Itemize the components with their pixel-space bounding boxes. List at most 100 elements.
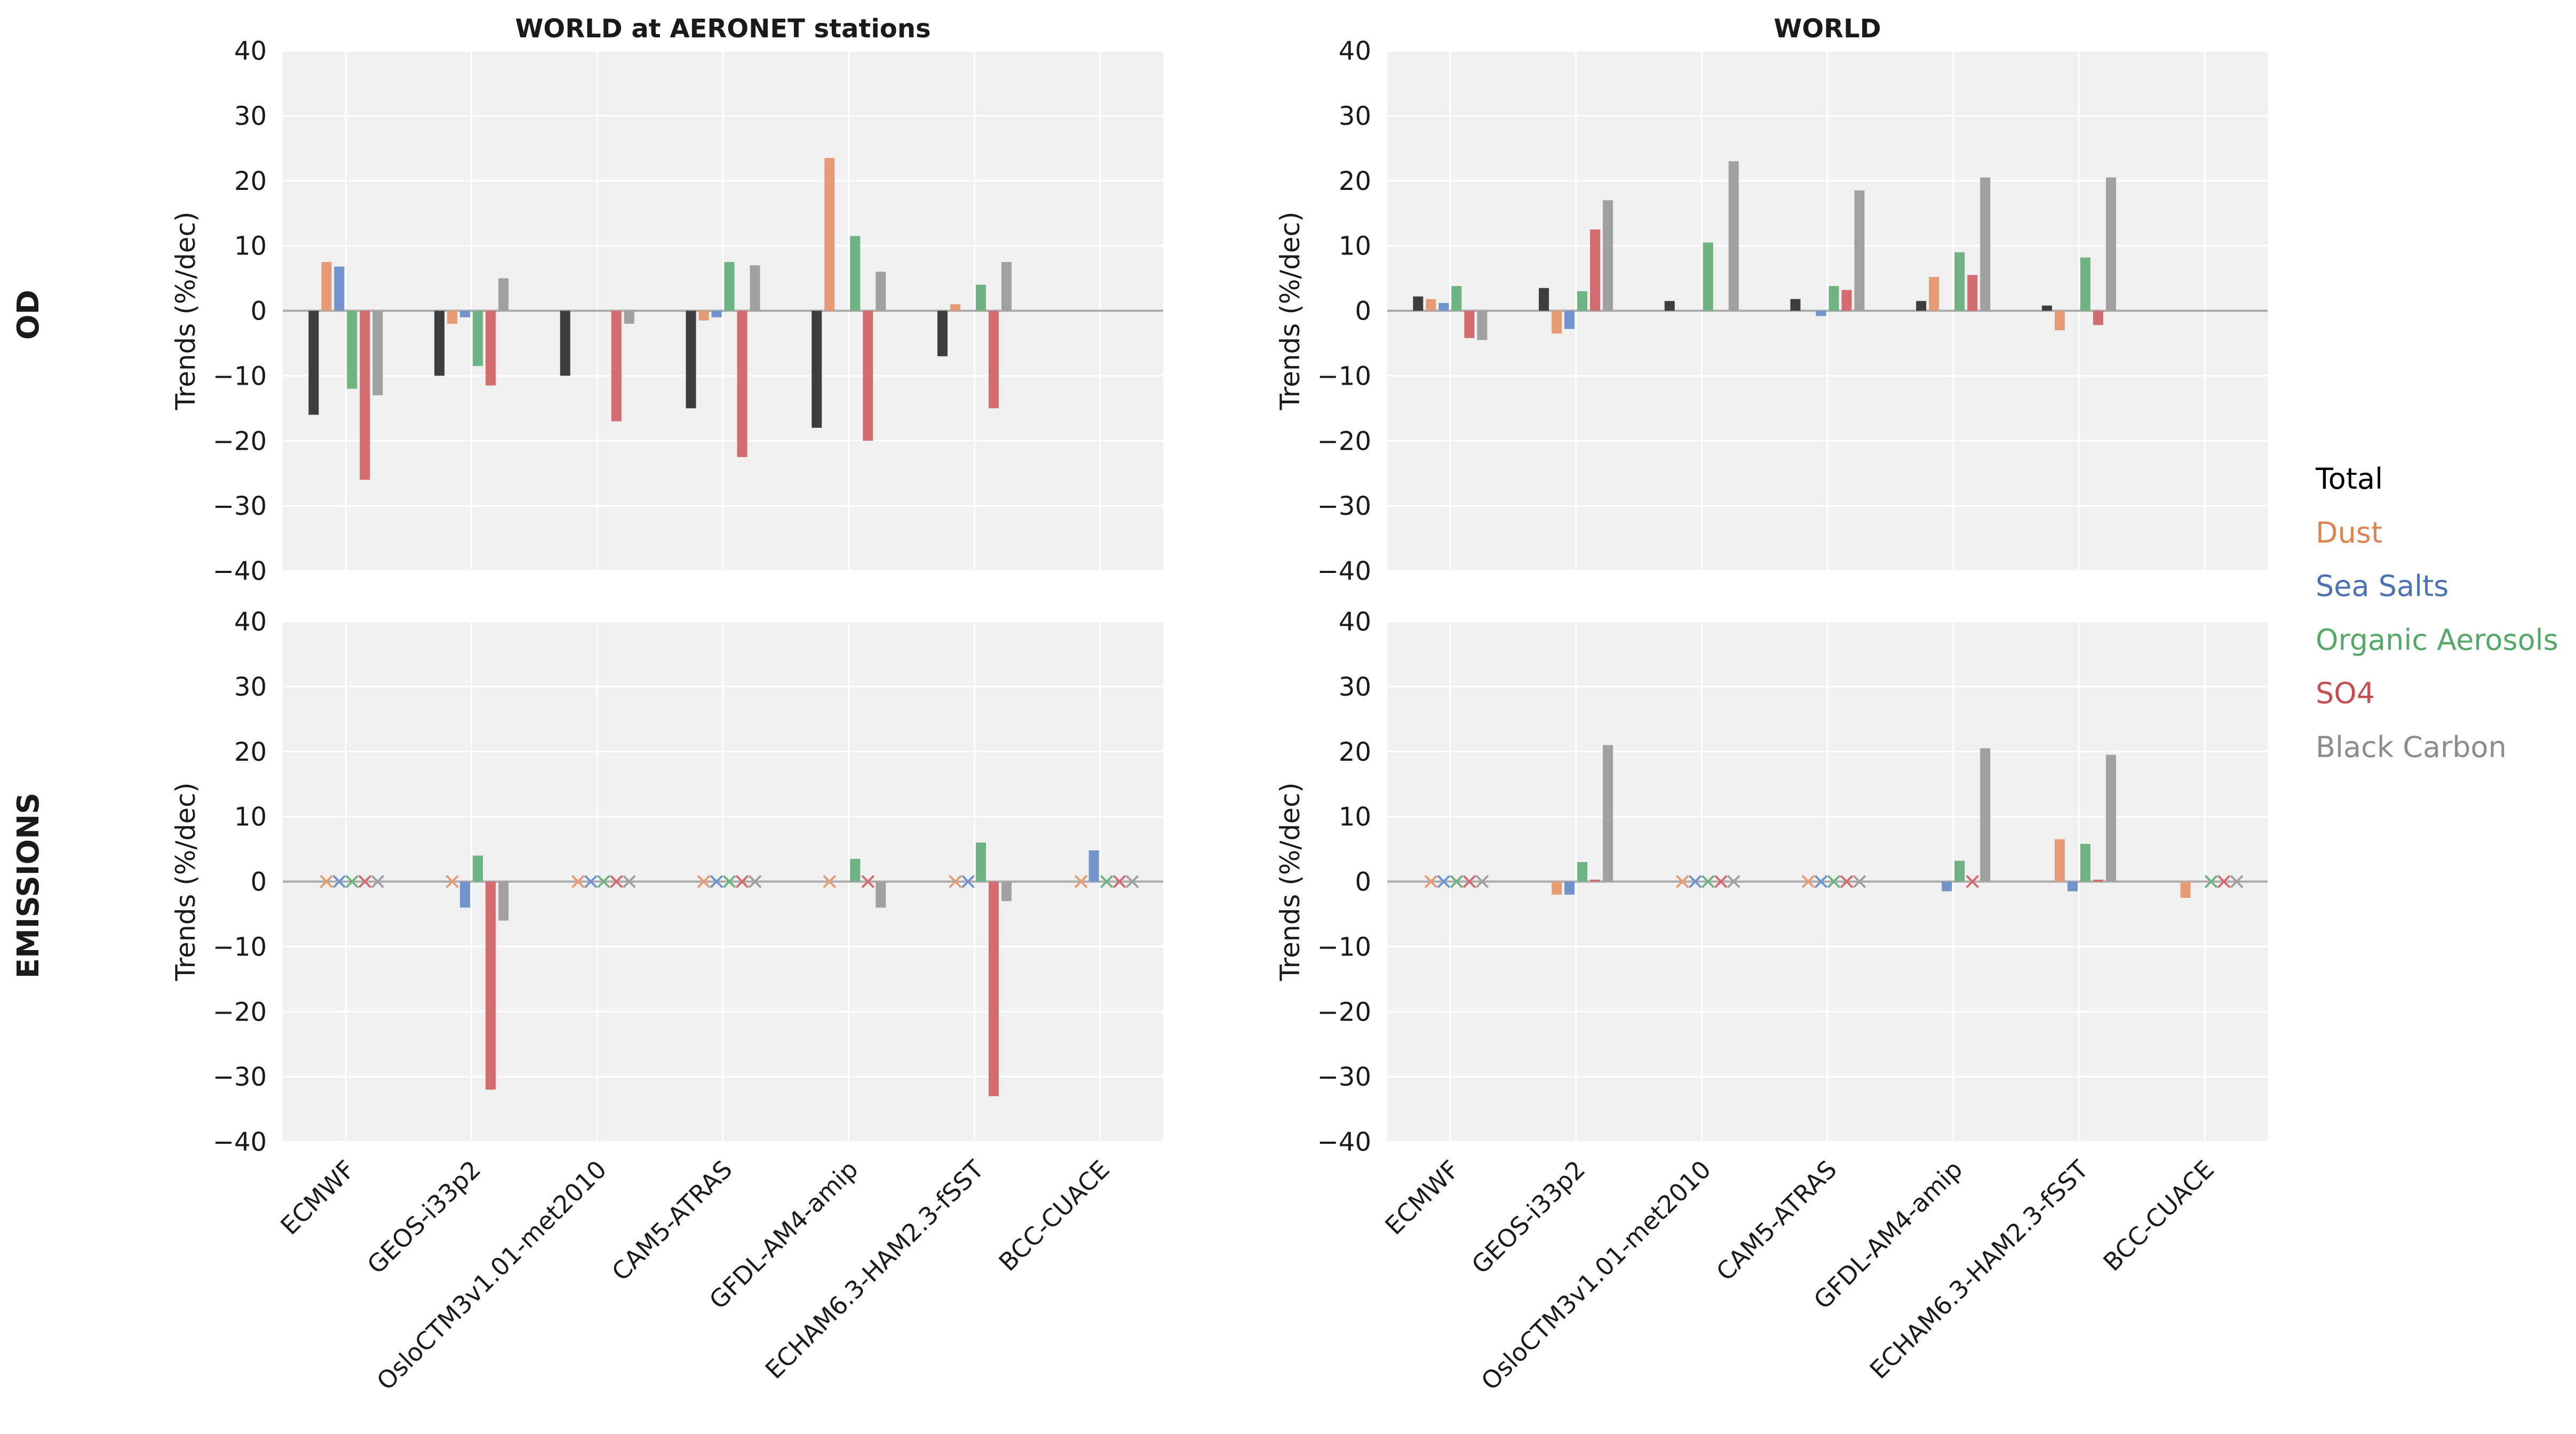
legend-entry-total: Total [2315, 462, 2383, 496]
y-tick-label: 20 [1339, 737, 1371, 767]
marker-so4-cam5-atras [1840, 875, 1854, 888]
bar-dust-echam6-3-ham2-3-fsst [2054, 839, 2065, 882]
bar-so4-echam6-3-ham2-3-fsst [2093, 879, 2103, 882]
y-axis-label: Trends (%/dec) [1275, 782, 1306, 981]
y-tick-label: 10 [1339, 232, 1371, 261]
bar-organic-aerosols-geos-i33p2 [1577, 291, 1588, 311]
x-tick-label: ECHAM6.3-HAM2.3-fSST [760, 1154, 990, 1384]
bar-so4-echam6-3-ham2-3-fsst [988, 881, 999, 1096]
bar-sea-salts-ecmwf [1438, 302, 1449, 311]
marker-black-carbon-cam5-atras [1853, 875, 1866, 888]
y-tick-label: −20 [213, 426, 267, 456]
bar-dust-geos-i33p2 [1552, 310, 1562, 334]
bar-total-gfdl-am4-amip [812, 310, 822, 428]
marker-black-carbon-bcc-cuace [1125, 875, 1139, 888]
marker-so4-bcc-cuace [1112, 875, 1126, 888]
marker-sea-salts-cam5-atras [710, 875, 723, 888]
marker-organic-aerosols-osloctm3v1-01-met2010 [1701, 875, 1715, 888]
marker-sea-salts-ecmwf [1437, 875, 1451, 888]
bar-dust-gfdl-am4-amip [1929, 277, 1939, 311]
bar-sea-salts-geos-i33p2 [460, 881, 471, 908]
bar-black-carbon-geos-i33p2 [498, 881, 509, 921]
panel-4: −40 −30 −20 −10 0 10 20 30 40 Trends (%/dec) ECMWF… [1275, 607, 2268, 1396]
row-label-od: OD [11, 290, 46, 340]
marker-organic-aerosols-bcc-cuace [1100, 875, 1114, 888]
bar-total-geos-i33p2 [434, 310, 445, 376]
bar-total-ecmwf [1413, 296, 1424, 311]
legend-entry-so4: SO4 [2316, 676, 2375, 710]
panel-2: −40 −30 −20 −10 0 10 20 30 40 WORLD Trends (%/dec) [1275, 14, 2268, 586]
marker-organic-aerosols-osloctm3v1-01-met2010 [597, 875, 610, 888]
marker-organic-aerosols-ecmwf [1450, 875, 1464, 888]
bar-sea-salts-geos-i33p2 [460, 310, 471, 317]
y-tick-label: −30 [213, 491, 267, 521]
bar-total-osloctm3v1-01-met2010 [1664, 301, 1675, 311]
marker-so4-ecmwf [1462, 875, 1476, 888]
bar-organic-aerosols-geos-i33p2 [473, 310, 483, 367]
y-tick-label: −10 [213, 932, 267, 962]
bar-so4-gfdl-am4-amip [863, 310, 873, 441]
panel-title: WORLD [1774, 14, 1881, 44]
x-tick-label: OsloCTM3v1.01-met2010 [1475, 1155, 1716, 1396]
marker-so4-osloctm3v1-01-met2010 [1714, 875, 1728, 888]
bar-black-carbon-ecmwf [1477, 310, 1488, 340]
bar-total-cam5-atras [1790, 299, 1801, 311]
x-tick-label: OsloCTM3v1.01-met2010 [371, 1155, 612, 1396]
bar-black-carbon-geos-i33p2 [498, 278, 509, 311]
x-tick-label: BCC-CUACE [993, 1155, 1115, 1277]
legend-entry-dust: Dust [2316, 516, 2382, 549]
marker-dust-ecmwf [1424, 875, 1438, 888]
y-tick-label: 20 [1339, 166, 1371, 196]
marker-dust-cam5-atras [697, 875, 711, 888]
y-tick-label: 0 [250, 297, 267, 326]
bar-black-carbon-echam6-3-ham2-3-fsst [2105, 754, 2116, 882]
bar-organic-aerosols-cam5-atras [724, 262, 735, 311]
bar-black-carbon-ecmwf [372, 310, 383, 395]
bar-total-osloctm3v1-01-met2010 [560, 310, 570, 376]
row-label-emissions: EMISSIONS [11, 793, 46, 979]
marker-so4-osloctm3v1-01-met2010 [609, 875, 623, 888]
bar-organic-aerosols-echam6-3-ham2-3-fsst [2080, 843, 2090, 882]
bar-dust-echam6-3-ham2-3-fsst [950, 304, 960, 311]
marker-sea-salts-osloctm3v1-01-met2010 [1688, 875, 1702, 888]
marker-so4-bcc-cuace [2217, 875, 2231, 888]
y-tick-label: 40 [234, 607, 267, 637]
y-tick-label: 30 [1339, 672, 1371, 702]
x-tick-label: CAM5-ATRAS [1711, 1155, 1842, 1287]
marker-sea-salts-osloctm3v1-01-met2010 [584, 875, 598, 888]
bar-black-carbon-geos-i33p2 [1603, 200, 1613, 311]
y-tick-label: 0 [250, 867, 267, 897]
x-tick-label: ECMWF [1379, 1155, 1465, 1240]
bar-organic-aerosols-geos-i33p2 [473, 855, 483, 882]
x-tick-label: GEOS-i33p2 [1466, 1155, 1591, 1280]
marker-black-carbon-osloctm3v1-01-met2010 [1727, 875, 1740, 888]
x-tick-label: GEOS-i33p2 [362, 1155, 487, 1280]
bar-total-cam5-atras [686, 310, 696, 409]
bar-black-carbon-gfdl-am4-amip [876, 881, 886, 908]
bar-organic-aerosols-cam5-atras [1828, 286, 1839, 311]
x-tick-label: CAM5-ATRAS [606, 1155, 738, 1287]
bar-total-gfdl-am4-amip [1916, 301, 1927, 311]
bar-black-carbon-echam6-3-ham2-3-fsst [2105, 177, 2116, 311]
marker-black-carbon-ecmwf [371, 875, 385, 888]
bar-organic-aerosols-geos-i33p2 [1577, 862, 1588, 882]
marker-black-carbon-bcc-cuace [2230, 875, 2244, 888]
bar-dust-ecmwf [1426, 299, 1436, 311]
marker-sea-salts-echam6-3-ham2-3-fsst [961, 875, 975, 888]
bar-total-geos-i33p2 [1539, 288, 1549, 311]
y-tick-label: 30 [234, 672, 267, 702]
bar-so4-echam6-3-ham2-3-fsst [2093, 310, 2103, 325]
y-tick-label: 10 [1339, 802, 1371, 832]
marker-black-carbon-cam5-atras [748, 875, 762, 888]
bar-sea-salts-cam5-atras [711, 310, 722, 317]
marker-dust-echam6-3-ham2-3-fsst [949, 875, 962, 888]
bar-organic-aerosols-echam6-3-ham2-3-fsst [975, 284, 986, 311]
y-tick-label: 0 [1355, 867, 1371, 897]
bar-organic-aerosols-gfdl-am4-amip [1954, 252, 1965, 311]
bar-black-carbon-osloctm3v1-01-met2010 [1728, 161, 1739, 311]
y-tick-label: −30 [213, 1062, 267, 1092]
marker-dust-osloctm3v1-01-met2010 [571, 875, 585, 888]
y-tick-label: −10 [1317, 932, 1371, 962]
bar-dust-cam5-atras [698, 310, 709, 321]
bar-so4-cam5-atras [1841, 290, 1852, 311]
